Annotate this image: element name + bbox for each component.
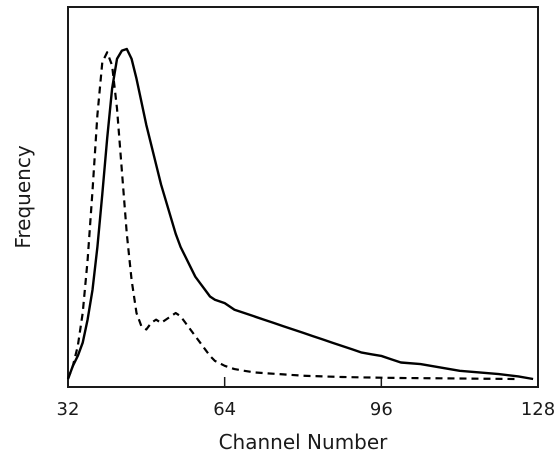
x-tick-label: 96 [370,399,393,420]
x-tick-label: 128 [521,399,555,420]
x-tick-label: 64 [213,399,236,420]
plot-frame [67,6,539,388]
x-axis-ticks: 32 64 96 128 [57,377,555,420]
series-line-solid [66,47,534,381]
x-axis-label: Channel Number [219,430,389,454]
y-axis-label: Frequency [11,145,35,248]
series-layer [66,47,534,381]
x-tick-label: 32 [57,399,80,420]
series-line-dashed [66,51,519,381]
